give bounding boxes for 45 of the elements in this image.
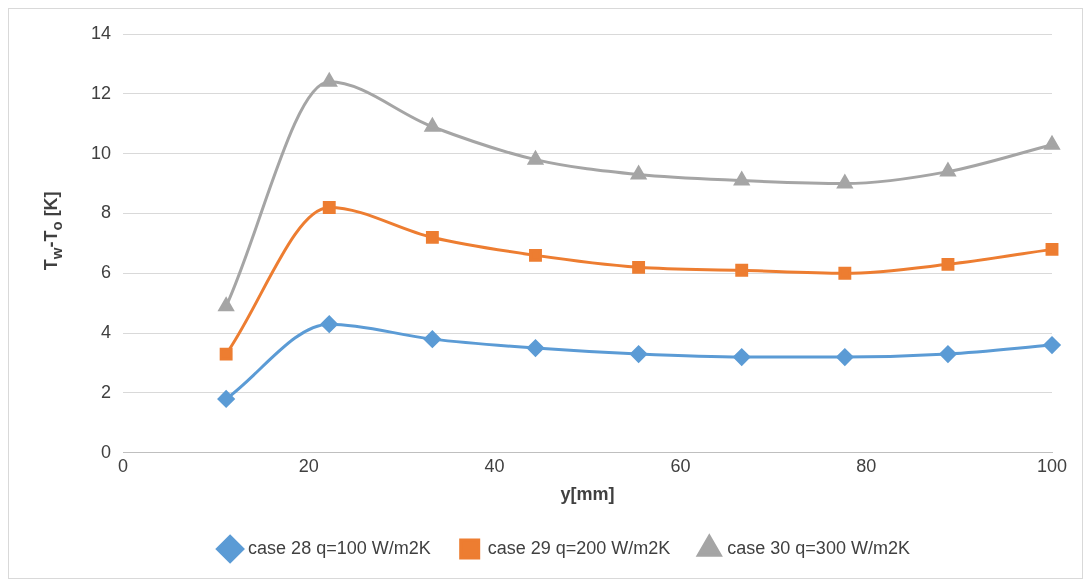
point [1043, 336, 1061, 354]
point [218, 297, 234, 312]
point [424, 118, 440, 132]
y-tick-label: 0 [101, 441, 112, 462]
x-axis-title: y[mm] [560, 484, 615, 505]
y-tick-label: 8 [101, 202, 112, 223]
point [734, 172, 750, 186]
y-tick-label: 10 [90, 142, 112, 163]
y-tick-label: 4 [101, 322, 112, 343]
point [939, 345, 957, 363]
point [630, 345, 648, 363]
y-tick-label: 6 [101, 262, 112, 283]
point [836, 348, 854, 366]
point [1044, 136, 1060, 150]
point [837, 175, 853, 189]
point [322, 201, 336, 214]
point [632, 260, 646, 274]
point [940, 163, 956, 177]
x-tick-label: 100 [1036, 455, 1068, 476]
legend-label: case 29 q=200 W/m2K [487, 537, 671, 558]
point [526, 339, 544, 357]
y-tick-label: 14 [90, 22, 112, 43]
x-tick-label: 40 [484, 455, 505, 476]
point [219, 347, 233, 361]
point [529, 248, 542, 262]
point [941, 257, 955, 271]
point [735, 263, 749, 277]
point [527, 151, 544, 165]
point [217, 390, 235, 408]
point [733, 348, 751, 366]
x-tick-label: 0 [118, 455, 129, 476]
point [321, 73, 337, 87]
legend-label: case 28 q=100 W/m2K [248, 537, 431, 558]
point [425, 230, 439, 244]
x-tick-label: 80 [856, 455, 877, 476]
x-tick-label: 20 [298, 455, 319, 476]
point [1045, 242, 1059, 256]
point [423, 330, 441, 348]
y-tick-label: 12 [90, 82, 112, 103]
legend-label: case 30 q=300 W/m2K [727, 537, 910, 558]
point [631, 166, 647, 180]
point [838, 266, 852, 280]
point [320, 315, 338, 333]
x-tick-label: 60 [670, 455, 691, 476]
y-tick-label: 2 [101, 381, 112, 402]
